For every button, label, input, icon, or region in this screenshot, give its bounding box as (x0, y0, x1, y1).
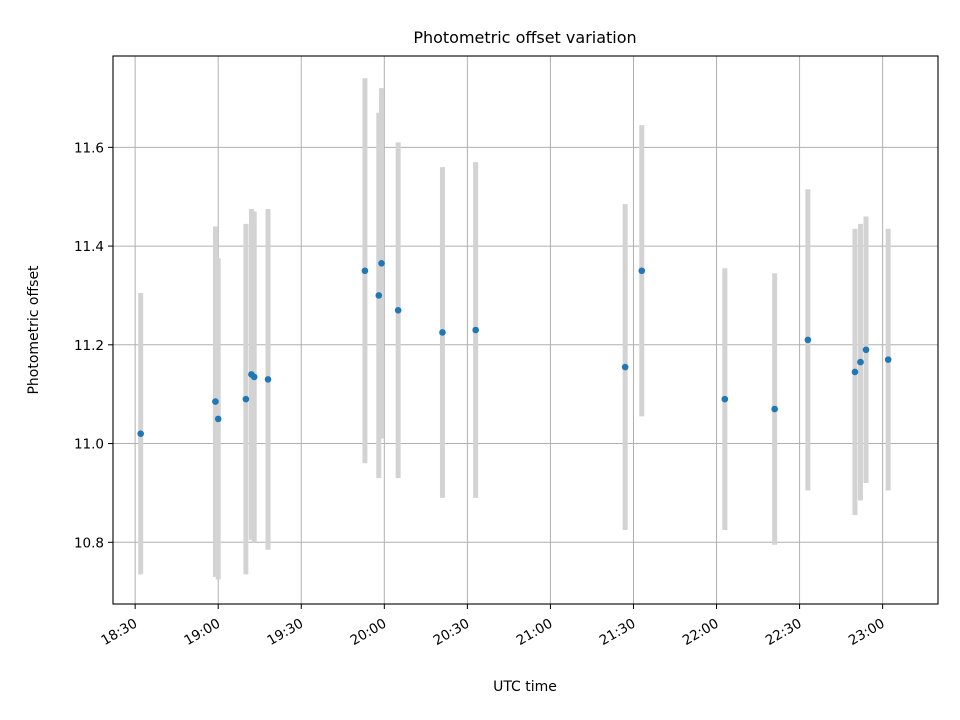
data-point (212, 398, 219, 405)
data-point (214, 415, 222, 423)
y-tick-label: 10.8 (74, 535, 104, 551)
data-point (851, 368, 859, 376)
data-point (137, 430, 144, 437)
data-point (804, 336, 812, 344)
data-point (264, 376, 272, 383)
data-point (862, 346, 870, 354)
data-point (621, 363, 629, 371)
data-point (375, 292, 383, 299)
data-point (771, 405, 778, 413)
data-point (884, 356, 892, 363)
data-point (250, 373, 258, 381)
x-axis-label: UTC time (493, 679, 557, 695)
y-axis-label: Photometric offset (26, 265, 42, 395)
grid-lines (113, 56, 938, 604)
y-tick-label: 11.2 (74, 338, 104, 354)
chart-title: Photometric offset variation (413, 28, 636, 47)
data-point (857, 358, 864, 366)
plot-frame (112, 55, 939, 605)
data-point (638, 267, 646, 275)
plot-area (113, 56, 938, 604)
y-tick-label: 11.0 (74, 437, 104, 453)
data-point (721, 395, 729, 403)
data-point (242, 395, 250, 403)
data-point (378, 260, 385, 267)
y-tick-label: 11.6 (74, 140, 104, 156)
data-point (361, 267, 369, 275)
data-point (472, 326, 479, 334)
data-point (439, 329, 446, 336)
chart-marks (137, 78, 892, 580)
y-tick-label: 11.4 (74, 239, 104, 255)
data-point (394, 306, 402, 314)
